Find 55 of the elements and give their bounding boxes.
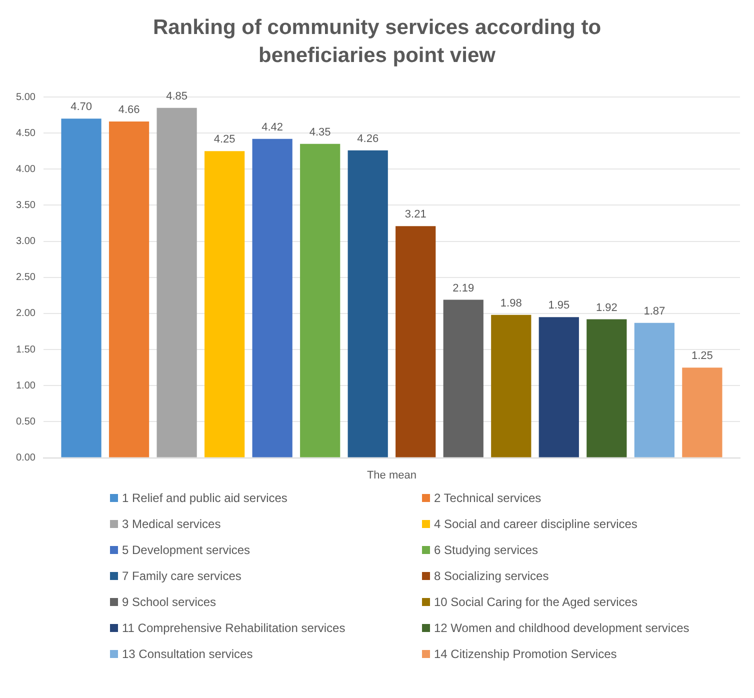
data-label: 1.92 xyxy=(596,301,618,314)
y-tick-label: 3.50 xyxy=(16,200,36,211)
legend-label: 7 Family care services xyxy=(122,568,242,583)
y-tick-label: 4.00 xyxy=(16,164,36,175)
legend-label: 4 Social and career discipline services xyxy=(434,516,638,531)
data-label: 1.95 xyxy=(548,299,570,312)
bar xyxy=(252,138,292,457)
y-tick-label: 2.00 xyxy=(16,308,36,319)
data-label: 1.25 xyxy=(691,350,713,362)
legend-label: 10 Social Caring for the Aged services xyxy=(434,594,638,609)
bar xyxy=(61,118,102,457)
data-label: 4.25 xyxy=(214,133,236,146)
bar xyxy=(538,316,579,457)
data-label: 1.87 xyxy=(644,305,666,318)
bar xyxy=(396,226,436,457)
bar xyxy=(586,318,627,457)
legend-label: 6 Studying services xyxy=(434,542,538,557)
legend-label: 5 Development services xyxy=(122,542,250,557)
y-tick-label: 3.00 xyxy=(16,236,36,247)
y-tick-label: 2.50 xyxy=(16,272,36,283)
y-tick-label: 1.00 xyxy=(16,380,36,392)
chart-title: Ranking of community services according to beneficiaries point view xyxy=(152,15,602,70)
data-label: 4.42 xyxy=(262,121,284,134)
data-label: 2.19 xyxy=(452,282,474,294)
bar xyxy=(443,299,484,457)
data-label: 4.66 xyxy=(118,104,140,116)
legend-label: 13 Consultation services xyxy=(122,646,253,661)
y-tick-label: 0.50 xyxy=(16,416,36,428)
bar xyxy=(108,121,150,457)
bar xyxy=(491,314,532,457)
data-label: 3.21 xyxy=(404,208,426,220)
bar xyxy=(682,367,722,457)
legend-label: 8 Socializing services xyxy=(434,568,549,583)
bar xyxy=(204,150,245,457)
legend-label: 11 Comprehensive Rehabilitation services xyxy=(122,620,346,635)
data-label: 4.70 xyxy=(70,100,92,113)
y-tick-label: 5.00 xyxy=(16,91,36,102)
legend-label: 12 Women and childhood development services xyxy=(434,620,690,635)
bar xyxy=(156,108,197,457)
legend-label: 14 Citizenship Promotion Services xyxy=(434,646,617,661)
legend-label: 1 Relief and public aid services xyxy=(122,490,288,505)
data-label: 1.98 xyxy=(500,297,522,310)
legend-label: 3 Medical services xyxy=(122,516,221,531)
y-tick-label: 1.50 xyxy=(16,344,36,355)
bar xyxy=(348,150,388,457)
data-label: 4.26 xyxy=(357,132,379,145)
x-tick-label: The mean xyxy=(366,469,416,482)
y-tick-label: 0.00 xyxy=(16,452,36,464)
bar xyxy=(300,144,340,457)
bar xyxy=(634,322,674,457)
legend-label: 9 School services xyxy=(122,594,216,609)
data-label: 4.85 xyxy=(166,90,188,102)
legend-label: 2 Technical services xyxy=(434,490,542,505)
y-tick-label: 4.50 xyxy=(16,128,36,139)
data-label: 4.35 xyxy=(309,126,331,138)
